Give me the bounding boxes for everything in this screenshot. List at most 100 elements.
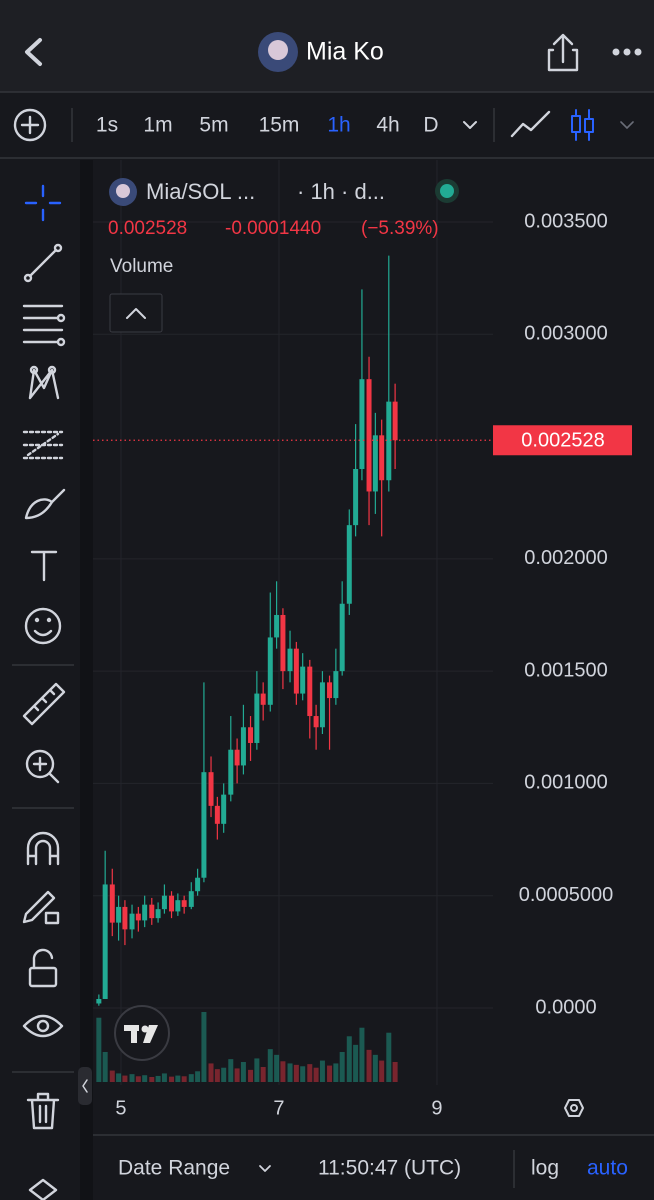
volume-bar xyxy=(234,1068,240,1082)
candle-body xyxy=(96,998,102,1004)
volume-bar xyxy=(379,1060,385,1082)
ruler-tool[interactable] xyxy=(22,682,66,726)
pattern-tool[interactable] xyxy=(28,365,60,400)
brush-tool[interactable] xyxy=(24,488,66,520)
volume-bar xyxy=(188,1074,194,1082)
candle-body xyxy=(359,379,365,470)
candle-body xyxy=(307,666,313,717)
volume-bar xyxy=(353,1044,359,1082)
candle-body xyxy=(201,772,207,878)
auto-toggle[interactable]: auto xyxy=(587,1157,628,1180)
candle-body xyxy=(102,884,108,999)
candle-body xyxy=(175,900,181,912)
header-title: Mia Ko xyxy=(306,38,384,66)
chart-type-menu[interactable] xyxy=(620,121,634,129)
share-button[interactable] xyxy=(547,33,579,72)
market-status xyxy=(440,184,454,198)
candle-body xyxy=(161,895,167,910)
candle-body xyxy=(346,525,352,604)
crosshair-tool[interactable] xyxy=(24,184,62,222)
interval-text: · 1h · d... xyxy=(297,179,385,204)
candle-body xyxy=(169,895,175,912)
zoom-tool[interactable] xyxy=(25,749,60,784)
candle-body xyxy=(129,913,135,930)
candle-body xyxy=(135,913,141,921)
layers-tool[interactable] xyxy=(28,1178,58,1200)
volume-bar xyxy=(280,1061,286,1082)
more-button[interactable] xyxy=(612,48,642,56)
fib-tool[interactable] xyxy=(22,430,64,460)
volume-bar xyxy=(307,1064,313,1082)
volume-bar xyxy=(129,1074,135,1082)
gutter xyxy=(80,160,93,1200)
volume-label: Volume xyxy=(110,256,173,277)
candle-chart-button[interactable] xyxy=(571,109,594,141)
trend-line-tool[interactable] xyxy=(23,243,63,283)
candle-body xyxy=(248,727,254,743)
volume-bar xyxy=(359,1027,365,1082)
y-tick-label: 0.003000 xyxy=(524,323,607,345)
y-tick-label: 0.003500 xyxy=(524,210,607,232)
back-button[interactable] xyxy=(25,38,42,66)
chart: 0.0000 0.0005000 0.001000 0.001500 0.002000 0… xyxy=(93,160,632,1119)
interval-button[interactable]: D xyxy=(423,114,438,137)
candle-body xyxy=(366,379,372,492)
volume-bar xyxy=(195,1071,201,1082)
x-tick-label: 9 xyxy=(431,1097,442,1119)
volume-bar xyxy=(161,1073,167,1082)
emoji-tool[interactable] xyxy=(24,607,62,645)
collapse-legend[interactable] xyxy=(109,293,163,333)
text-tool[interactable] xyxy=(30,550,58,582)
change-percent: (−5.39%) xyxy=(361,218,439,239)
candle-body xyxy=(188,891,194,907)
volume-bar xyxy=(300,1066,306,1082)
visibility-tool[interactable] xyxy=(22,1014,64,1038)
volume-bar xyxy=(201,1012,207,1082)
change: -0.0001440 xyxy=(225,218,321,239)
axis-settings[interactable] xyxy=(564,1099,584,1117)
candle-body xyxy=(327,682,333,699)
volume-bar xyxy=(366,1049,372,1082)
interval-button[interactable]: 15m xyxy=(259,114,300,137)
date-range-arrow xyxy=(259,1165,271,1172)
date-range-button[interactable]: Date Range xyxy=(118,1157,230,1180)
volume-bar xyxy=(142,1075,148,1082)
volume-bar xyxy=(319,1060,325,1082)
candle-body xyxy=(379,435,385,481)
parallel-lines-tool[interactable] xyxy=(22,304,66,347)
interval-button[interactable]: 1s xyxy=(96,114,118,137)
candle-body xyxy=(208,772,214,806)
volume-bar xyxy=(214,1069,220,1082)
collapse-toolbar[interactable] xyxy=(78,1067,92,1105)
interval-button[interactable]: 1m xyxy=(143,114,172,137)
interval-bar xyxy=(0,92,654,158)
candle-body xyxy=(287,648,293,672)
volume-bar xyxy=(96,1017,102,1082)
volume-bar xyxy=(175,1075,181,1082)
candle-body xyxy=(195,877,201,892)
candle-body xyxy=(240,727,246,766)
interval-button[interactable]: 1h xyxy=(327,114,350,137)
clock: 11:50:47 (UTC) xyxy=(318,1157,461,1180)
volume-bar xyxy=(260,1067,266,1082)
candle-body xyxy=(234,749,240,766)
lock-tool[interactable] xyxy=(28,948,58,988)
avatar-face xyxy=(268,40,288,60)
volume-bar xyxy=(386,1032,392,1082)
x-tick-label: 5 xyxy=(115,1097,126,1119)
interval-button[interactable]: 4h xyxy=(376,114,399,137)
volume-bar xyxy=(155,1075,161,1082)
candle-body xyxy=(155,909,161,919)
volume-bar xyxy=(327,1065,333,1082)
add-button[interactable] xyxy=(13,108,47,142)
magnet-tool[interactable] xyxy=(26,831,60,866)
delete-tool[interactable] xyxy=(26,1092,60,1130)
candle-body xyxy=(313,716,319,728)
line-chart-button[interactable] xyxy=(510,110,551,138)
interval-button[interactable]: 5m xyxy=(199,114,228,137)
volume-bar xyxy=(254,1058,260,1082)
volume-bar xyxy=(287,1063,293,1082)
lock-drawings-tool[interactable] xyxy=(22,890,60,925)
log-toggle[interactable]: log xyxy=(531,1157,559,1180)
interval-menu[interactable] xyxy=(463,121,477,129)
